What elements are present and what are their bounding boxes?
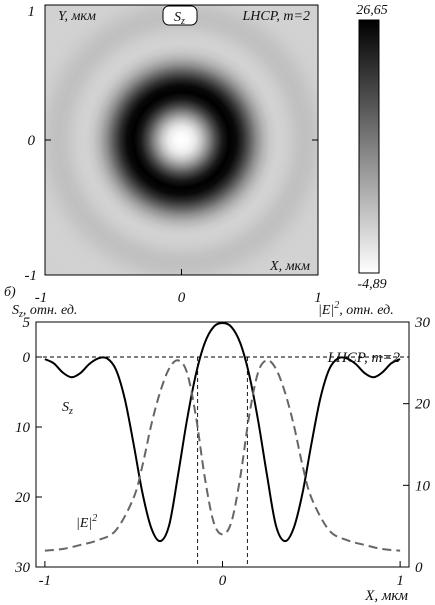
right-axis-label-unit: , отн. ед. xyxy=(339,303,394,318)
e2-series-line xyxy=(44,359,401,552)
left-y-tick-label-4: 30 xyxy=(14,560,31,576)
map-mode-label: LHCP, m=2 xyxy=(241,9,310,24)
left-axis-label-main: S xyxy=(12,303,19,318)
map-y-tick-mid: 0 xyxy=(28,133,36,149)
colorbar: 26,65 -4,89 xyxy=(356,3,388,292)
map-badge xyxy=(162,5,198,26)
right-y-tick-label-0: 0 xyxy=(415,560,423,576)
e2-curve-label-sup: 2 xyxy=(92,513,97,524)
colorbar-min-label: -4,89 xyxy=(357,277,386,292)
right-axis-label-sup: 2 xyxy=(334,300,339,311)
left-axis-label-unit: , отн. ед. xyxy=(23,303,78,318)
x-tick-label-2: 1 xyxy=(396,573,404,589)
x-tick-label-1: 0 xyxy=(219,573,227,589)
map-x-tick-mid: 0 xyxy=(178,290,186,306)
profile-panel: б) Sz, отн. ед. |E|2, отн. ед. -1 0 150102… xyxy=(4,285,431,604)
map-y-tick-top: 1 xyxy=(28,4,36,20)
sz-curve-label: Sz xyxy=(62,400,73,417)
right-y-tick-label-2: 20 xyxy=(415,397,431,413)
right-y-tick-label-1: 10 xyxy=(415,478,431,494)
left-axis-label: Sz, отн. ед. xyxy=(12,303,77,320)
map-x-tick-right: 1 xyxy=(314,290,322,306)
profile-mode-label: LHCP, m=2 xyxy=(327,350,401,366)
left-y-tick-label-3: 20 xyxy=(15,490,31,506)
profile-panel-label: б) xyxy=(4,285,16,300)
map-x-tick-left: -1 xyxy=(35,290,48,306)
map-panel: 1 0 -1 -1 0 1 Y, мкм X, мкм LHCP, m=2 Sz xyxy=(25,4,322,306)
left-y-tick-label-1: 0 xyxy=(23,350,31,366)
map-badge-sub: z xyxy=(180,16,185,27)
profile-xlabel: X, мкм xyxy=(364,588,408,604)
colorbar-max-label: 26,65 xyxy=(356,3,388,18)
intensity-map xyxy=(45,5,318,275)
map-xlabel: X, мкм xyxy=(269,259,310,274)
sz-curve-label-main: S xyxy=(62,400,69,415)
x-tick-label-0: -1 xyxy=(39,573,52,589)
e2-curve-label: |E|2 xyxy=(76,513,97,531)
sz-curve-label-sub: z xyxy=(68,406,73,417)
colorbar-scale xyxy=(358,19,380,274)
sz-series-line xyxy=(44,322,401,543)
map-ylabel: Y, мкм xyxy=(58,9,96,24)
right-axis-label: |E|2, отн. ед. xyxy=(318,300,394,318)
left-y-tick-label-2: 10 xyxy=(15,420,31,436)
right-y-tick-label-3: 30 xyxy=(414,315,431,331)
left-axis-label-sub: z xyxy=(18,309,23,320)
left-y-tick-label-0: 5 xyxy=(23,315,31,331)
map-badge-main: S xyxy=(174,10,181,25)
map-badge-text: Sz xyxy=(174,10,185,27)
right-axis-label-main: |E| xyxy=(318,303,334,318)
e2-curve-label-main: |E| xyxy=(76,516,92,531)
map-y-tick-bottom: -1 xyxy=(25,268,38,284)
